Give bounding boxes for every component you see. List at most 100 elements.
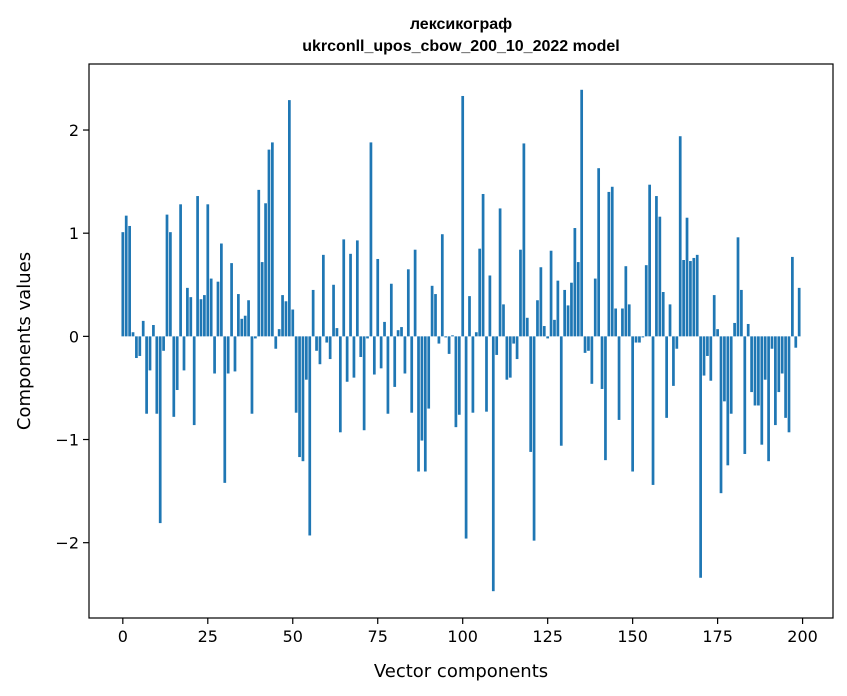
bar-108 [488,275,492,337]
bar-121 [532,336,536,541]
bar-162 [672,336,675,386]
bar-65 [342,239,346,337]
bar-48 [284,301,288,337]
bar-117 [519,249,522,337]
bar-120 [529,336,533,452]
bar-182 [740,289,743,337]
bar-7 [145,336,148,414]
bar-178 [726,336,730,466]
bar-31 [226,336,230,374]
bar-104 [474,332,478,337]
bar-63 [335,328,339,337]
bar-175 [716,329,719,337]
bar-94 [440,234,444,337]
bar-71 [362,336,366,431]
bar-26 [209,278,213,337]
bar-197 [791,256,794,337]
bar-194 [780,336,784,374]
y-tick-label: 0 [69,327,79,346]
bar-134 [576,262,580,337]
bar-64 [338,336,342,433]
bar-180 [733,322,736,337]
bar-129 [559,336,563,446]
bar-160 [665,336,668,418]
bar-140 [597,168,601,337]
bar-9 [152,325,155,337]
bar-22 [196,196,199,337]
bar-138 [590,336,594,384]
bar-101 [464,336,468,539]
bar-192 [774,336,777,426]
bar-128 [556,280,560,337]
bar-16 [175,336,179,391]
bar-97 [451,335,454,337]
bar-191 [770,336,774,349]
bar-132 [570,282,573,337]
bar-188 [760,336,764,445]
bar-193 [777,336,781,393]
bar-147 [621,308,624,337]
bar-96 [447,336,451,354]
bar-30 [223,336,227,483]
bar-3 [131,332,135,337]
bar-56 [311,289,315,337]
chart-title: лексикограф [410,16,512,33]
bar-32 [230,263,233,337]
x-tick-label: 175 [702,627,733,646]
bar-190 [767,336,770,462]
bar-25 [206,204,210,337]
bar-85 [410,336,414,413]
y-axis-ticks: −2 −1 0 1 2 [55,121,89,553]
bar-83 [403,336,407,374]
y-tick-label: −1 [55,431,79,450]
bar-90 [427,336,431,409]
bar-195 [784,336,787,418]
bar-186 [753,336,757,406]
bar-137 [587,336,590,351]
bar-43 [267,149,271,337]
bar-82 [400,327,403,337]
bar-79 [389,283,393,337]
bar-127 [553,319,556,337]
bar-173 [709,336,713,381]
bar-199 [797,287,801,337]
bar-99 [457,336,461,415]
bar-8 [148,336,152,371]
bar-35 [240,318,244,337]
bar-109 [491,336,495,592]
bar-145 [614,308,618,337]
bar-76 [379,336,383,369]
bar-84 [406,269,410,337]
chart-subtitle: ukrconll_upos_cbow_200_10_2022 model [302,38,619,55]
x-axis-label: Vector components [374,661,548,682]
bar-103 [471,336,475,413]
bar-27 [213,336,216,374]
bar-40 [257,189,261,337]
bar-44 [271,142,274,337]
bar-59 [321,254,325,337]
bar-50 [291,309,295,337]
x-axis-ticks: 0 25 50 75 100 125 150 175 200 [118,618,818,646]
bar-114 [508,336,512,378]
bar-144 [610,186,614,337]
bar-21 [192,336,196,426]
bar-17 [179,204,182,337]
bar-184 [746,323,750,337]
bar-60 [325,336,329,343]
bar-87 [417,336,420,472]
bar-155 [648,184,651,337]
bar-95 [444,336,448,338]
bar-102 [468,296,471,337]
bar-70 [359,336,363,357]
bar-150 [631,336,634,472]
bar-133 [573,228,577,337]
bar-62 [332,284,335,337]
bar-74 [372,336,376,375]
bar-19 [186,287,189,337]
y-tick-label: −2 [55,534,79,553]
bar-170 [699,336,702,578]
bar-131 [566,305,570,337]
bar-58 [318,336,322,365]
bar-66 [345,336,349,382]
bar-72 [366,336,369,339]
